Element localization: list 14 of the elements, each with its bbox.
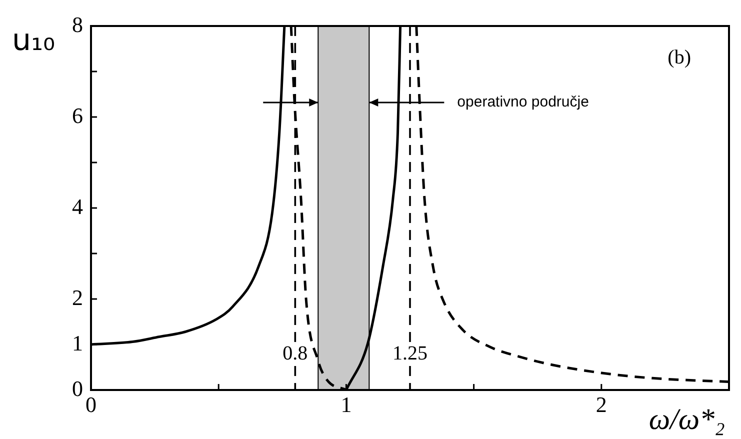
x-tick-label: 1 bbox=[340, 392, 352, 417]
ref-line-label: 0.8 bbox=[282, 342, 308, 364]
y-tick-label: 8 bbox=[72, 12, 83, 37]
y-tick-label: 4 bbox=[72, 194, 83, 219]
y-tick-label: 2 bbox=[72, 284, 83, 310]
y-tick-label: 1 bbox=[72, 330, 83, 356]
y-tick-label: 6 bbox=[72, 102, 83, 128]
y-axis-title: u₁₀ bbox=[12, 22, 56, 58]
x-axis-title: ω/ω*₂ bbox=[648, 402, 725, 436]
band-label: operativno područje bbox=[457, 94, 589, 111]
annotation: (b) bbox=[668, 46, 691, 68]
x-tick-label: 2 bbox=[596, 392, 607, 417]
ref-line-label: 1.25 bbox=[392, 342, 428, 364]
y-tick-label: 0 bbox=[72, 376, 83, 401]
